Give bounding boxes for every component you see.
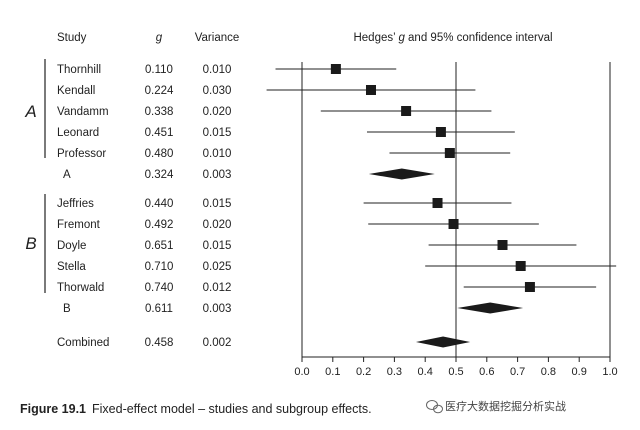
effect-square (448, 219, 459, 229)
summary-diamond (415, 336, 471, 348)
g-value: 0.451 (145, 127, 174, 139)
x-tick-label: 0.7 (510, 366, 525, 378)
variance-value: 0.003 (203, 303, 232, 315)
x-tick-label: 0.9 (572, 366, 587, 378)
group-b-label: B (25, 234, 36, 253)
watermark: 医疗大数据挖掘分析实战 (426, 399, 566, 414)
variance-value: 0.025 (203, 261, 232, 273)
summary-diamond (457, 302, 524, 314)
variance-value: 0.015 (203, 240, 232, 252)
x-tick-label: 0.5 (448, 366, 463, 378)
x-axis: 0.0 0.1 0.2 0.3 0.4 0.5 0.6 0.7 0.8 0.9 1.0 (294, 356, 618, 378)
caption-text: Fixed-effect model – studies and subgrou… (92, 402, 372, 416)
effect-square (524, 282, 535, 292)
g-value: 0.740 (145, 282, 174, 294)
header-study: Study (57, 32, 87, 44)
effect-square (330, 64, 341, 74)
wechat-icon (426, 400, 443, 414)
variance-value: 0.002 (203, 337, 232, 349)
plot-title: Hedges’ g and 95% confidence interval (353, 32, 552, 44)
variance-value: 0.015 (203, 198, 232, 210)
study-name: Thorwald (57, 282, 104, 294)
variance-value: 0.020 (203, 106, 232, 118)
x-tick-label: 0.6 (479, 366, 494, 378)
variance-value: 0.030 (203, 85, 232, 97)
variance-value: 0.010 (203, 64, 232, 76)
study-name: Professor (57, 148, 106, 160)
x-tick-label: 0.0 (294, 366, 309, 378)
x-tick-label: 1.0 (602, 366, 617, 378)
g-value: 0.651 (145, 240, 174, 252)
caption-label: Figure 19.1 (20, 402, 86, 416)
header-variance: Variance (195, 32, 240, 44)
g-value: 0.710 (145, 261, 174, 273)
figure-caption: Figure 19.1 Fixed-effect model – studies … (20, 402, 372, 416)
study-name: Jeffries (57, 198, 94, 210)
x-tick-label: 0.1 (325, 366, 340, 378)
effect-square (365, 85, 376, 95)
study-name: B (63, 303, 71, 315)
g-value: 0.458 (145, 337, 174, 349)
reference-lines (301, 62, 611, 357)
effect-square (497, 240, 508, 250)
forest-rows: Thornhill 0.110 0.010 Kendall 0.224 0.030 Vand… (57, 64, 617, 349)
g-value: 0.338 (145, 106, 174, 118)
header-g: g (156, 32, 163, 44)
variance-value: 0.020 (203, 219, 232, 231)
study-name: Stella (57, 261, 86, 273)
g-value: 0.224 (145, 85, 174, 97)
g-value: 0.492 (145, 219, 174, 231)
study-name: Kendall (57, 85, 95, 97)
variance-value: 0.015 (203, 127, 232, 139)
variance-value: 0.010 (203, 148, 232, 160)
x-tick-label: 0.8 (541, 366, 556, 378)
effect-square (444, 148, 455, 158)
x-tick-label: 0.4 (418, 366, 433, 378)
effect-square (515, 261, 526, 271)
plot-title-suffix: and 95% confidence interval (405, 32, 553, 44)
x-tick-label: 0.3 (387, 366, 402, 378)
study-name: A (63, 169, 71, 181)
g-value: 0.324 (145, 169, 174, 181)
summary-diamond (368, 168, 435, 180)
study-name: Doyle (57, 240, 86, 252)
effect-square (432, 198, 443, 208)
variance-value: 0.012 (203, 282, 232, 294)
plot-title-prefix: Hedges’ (353, 32, 398, 44)
g-value: 0.110 (145, 64, 173, 76)
effect-square (401, 106, 412, 116)
effect-square (435, 127, 446, 137)
study-name: Combined (57, 337, 109, 349)
watermark-text: 医疗大数据挖掘分析实战 (445, 399, 566, 413)
plot-title-italic: g (398, 32, 405, 44)
g-value: 0.611 (145, 303, 173, 315)
g-value: 0.480 (145, 148, 174, 160)
group-a-label: A (24, 102, 36, 121)
x-tick-label: 0.2 (356, 366, 371, 378)
study-name: Vandamm (57, 106, 109, 118)
g-value: 0.440 (145, 198, 174, 210)
study-name: Thornhill (57, 64, 101, 76)
study-name: Fremont (57, 219, 101, 231)
variance-value: 0.003 (203, 169, 232, 181)
study-name: Leonard (57, 127, 99, 139)
